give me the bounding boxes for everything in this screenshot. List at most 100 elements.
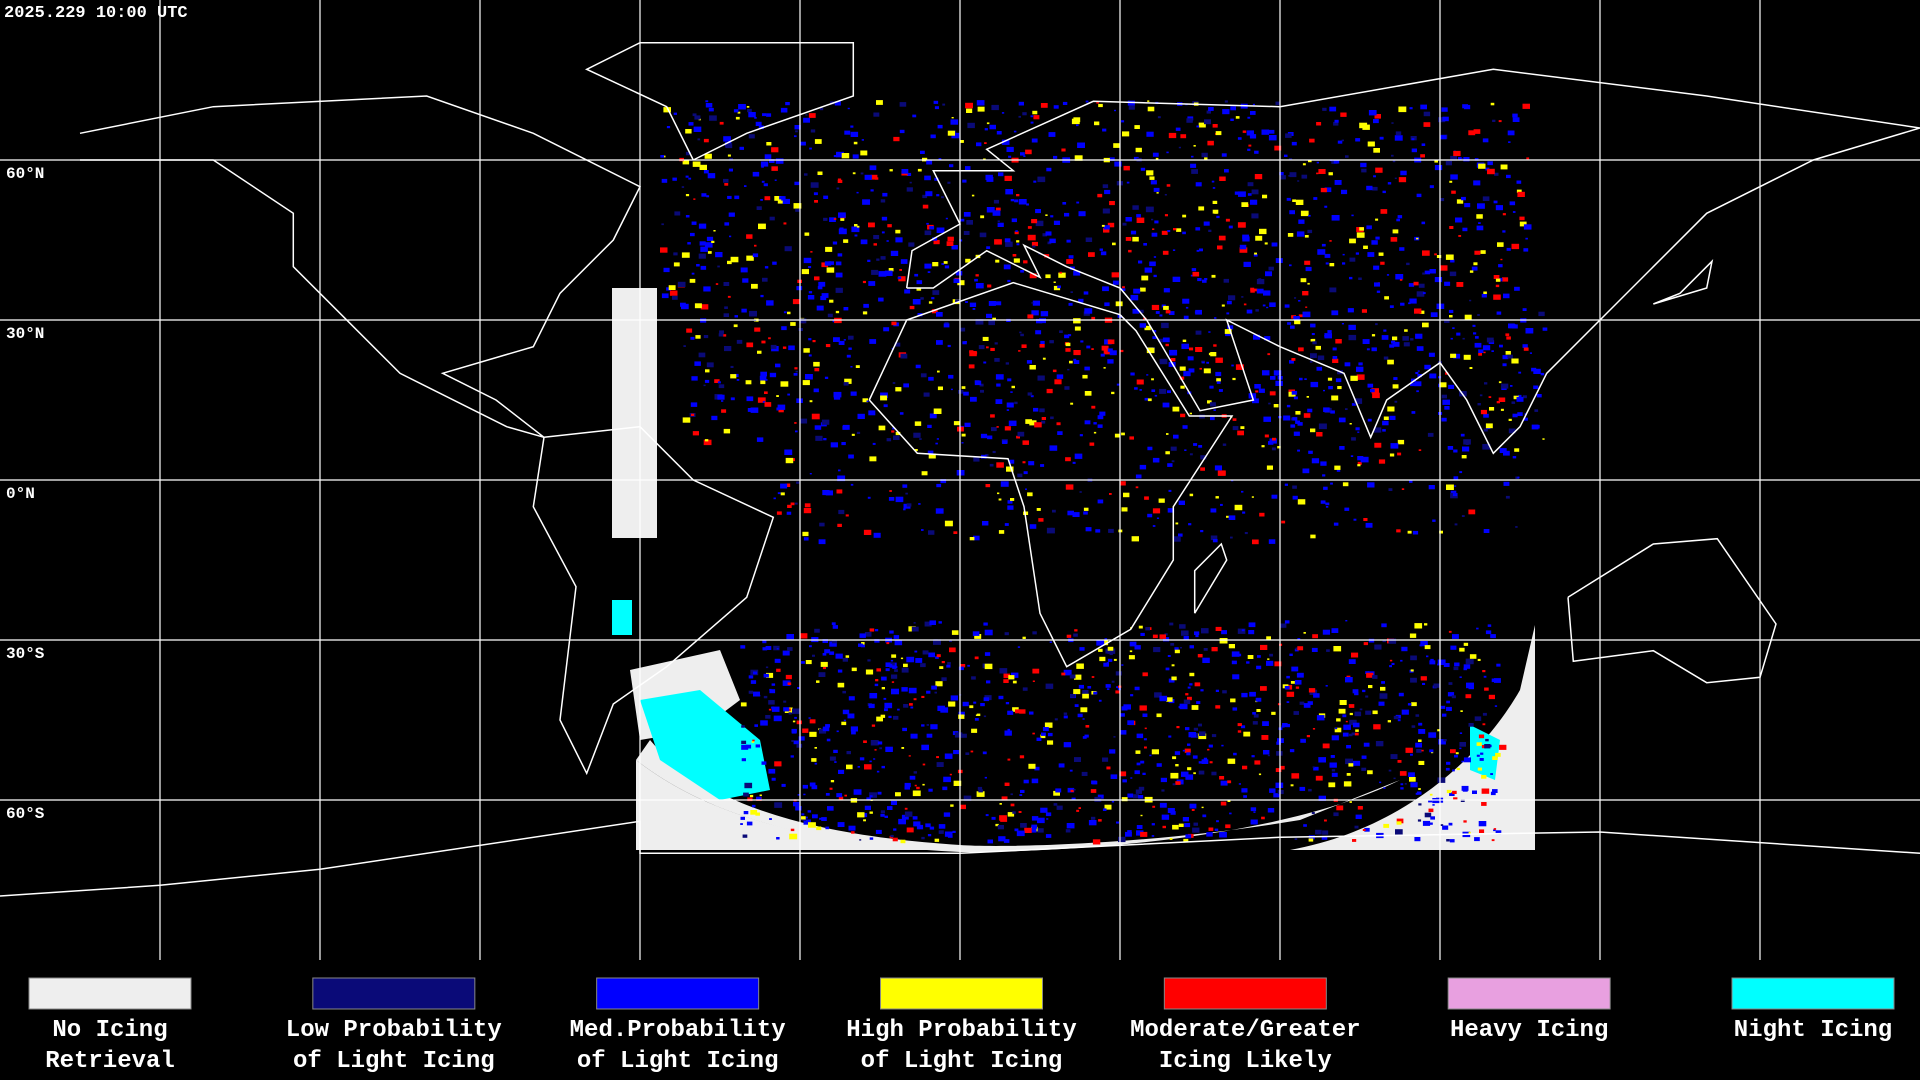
icing-pixel	[1178, 823, 1184, 827]
icing-pixel	[1097, 794, 1104, 799]
icing-pixel	[794, 367, 798, 370]
icing-pixel	[1291, 666, 1299, 672]
icing-pixel	[1496, 401, 1500, 404]
icing-pixel	[1029, 524, 1037, 529]
icing-pixel	[1392, 229, 1399, 234]
icing-pixel	[1123, 165, 1130, 171]
icing-pixel	[781, 326, 787, 331]
icing-pixel	[1459, 676, 1462, 678]
icing-pixel	[1303, 824, 1307, 827]
icing-pixel	[1361, 767, 1367, 771]
icing-pixel	[1008, 420, 1017, 426]
icing-pixel	[838, 509, 845, 515]
icing-pixel	[1410, 669, 1414, 672]
icing-pixel	[719, 121, 724, 125]
icing-pixel	[1333, 646, 1342, 652]
icing-pixel	[1313, 693, 1320, 698]
icing-pixel	[1294, 319, 1301, 325]
icing-pixel	[1523, 347, 1529, 351]
icing-pixel	[989, 463, 994, 467]
icing-pixel	[750, 810, 758, 815]
icing-pixel	[876, 716, 883, 722]
icing-pixel	[789, 833, 798, 840]
icing-pixel	[963, 212, 971, 217]
icing-pixel	[746, 106, 750, 108]
icing-pixel	[662, 155, 666, 158]
icing-pixel	[1237, 653, 1242, 657]
icing-pixel	[1227, 325, 1234, 330]
icing-pixel	[1227, 800, 1231, 802]
icing-pixel	[1144, 727, 1147, 730]
icing-pixel	[925, 191, 933, 197]
icing-pixel	[760, 380, 766, 385]
icing-pixel	[1180, 413, 1186, 418]
icing-pixel	[1230, 536, 1233, 539]
icing-pixel	[1103, 662, 1109, 667]
icing-pixel	[912, 299, 921, 305]
icing-pixel	[825, 793, 830, 796]
icing-pixel	[1008, 675, 1015, 680]
icing-pixel	[1357, 461, 1362, 465]
icing-pixel	[1097, 193, 1103, 198]
icing-pixel	[990, 347, 995, 351]
icing-pixel	[1330, 755, 1335, 758]
icing-pixel	[758, 125, 764, 130]
icing-pixel	[969, 351, 977, 357]
icing-pixel	[1506, 336, 1511, 340]
icing-pixel	[841, 153, 850, 159]
icing-pixel	[1132, 236, 1139, 242]
icing-pixel	[1193, 772, 1196, 775]
icing-pixel	[1241, 692, 1248, 698]
icing-pixel	[1102, 286, 1109, 292]
icing-pixel	[1174, 647, 1179, 651]
icing-pixel	[928, 301, 933, 304]
icing-pixel	[980, 215, 985, 219]
icing-pixel	[840, 218, 845, 221]
icing-pixel	[842, 690, 846, 694]
icing-pixel	[756, 796, 762, 801]
legend-label: Icing Likely	[1159, 1048, 1332, 1075]
icing-pixel	[1378, 701, 1385, 706]
icing-pixel	[784, 449, 793, 455]
icing-pixel	[1258, 773, 1262, 776]
icing-pixel	[986, 177, 994, 182]
icing-pixel	[1243, 795, 1247, 798]
icing-pixel	[1167, 655, 1171, 657]
icing-pixel	[1310, 381, 1319, 388]
icing-pixel	[1208, 229, 1212, 232]
icing-pixel	[1258, 388, 1265, 393]
icing-pixel	[851, 731, 856, 735]
icing-pixel	[1243, 303, 1247, 306]
icing-pixel	[1388, 769, 1392, 772]
icing-pixel	[1175, 764, 1179, 767]
icing-pixel	[734, 195, 740, 200]
legend-label: of Light Icing	[577, 1048, 779, 1075]
icing-pixel	[995, 301, 1002, 306]
icing-pixel	[856, 191, 859, 194]
icing-pixel	[1522, 344, 1528, 348]
icing-pixel	[833, 749, 838, 753]
coastline	[584, 41, 855, 161]
icing-pixel	[1430, 816, 1435, 820]
icing-pixel	[973, 535, 980, 541]
icing-pixel	[1202, 279, 1207, 283]
timestamp: 2025.229 10:00 UTC	[4, 4, 188, 23]
icing-pixel	[1045, 214, 1048, 216]
icing-pixel	[1223, 278, 1229, 283]
icing-pixel	[1512, 117, 1520, 122]
icing-pixel	[1192, 271, 1200, 277]
icing-pixel	[1302, 291, 1309, 296]
icing-pixel	[1184, 449, 1187, 451]
icing-pixel	[944, 831, 953, 837]
icing-pixel	[1114, 109, 1116, 112]
icing-pixel	[1275, 380, 1283, 386]
icing-pixel	[1041, 732, 1046, 736]
icing-pixel	[1500, 408, 1504, 411]
icing-pixel	[1493, 294, 1501, 300]
icing-pixel	[711, 415, 718, 421]
icing-pixel	[1088, 252, 1095, 257]
icing-pixel	[1198, 733, 1207, 740]
icing-pixel	[1437, 659, 1446, 665]
legend-label: Moderate/Greater	[1130, 1017, 1360, 1044]
icing-pixel	[1070, 789, 1074, 793]
